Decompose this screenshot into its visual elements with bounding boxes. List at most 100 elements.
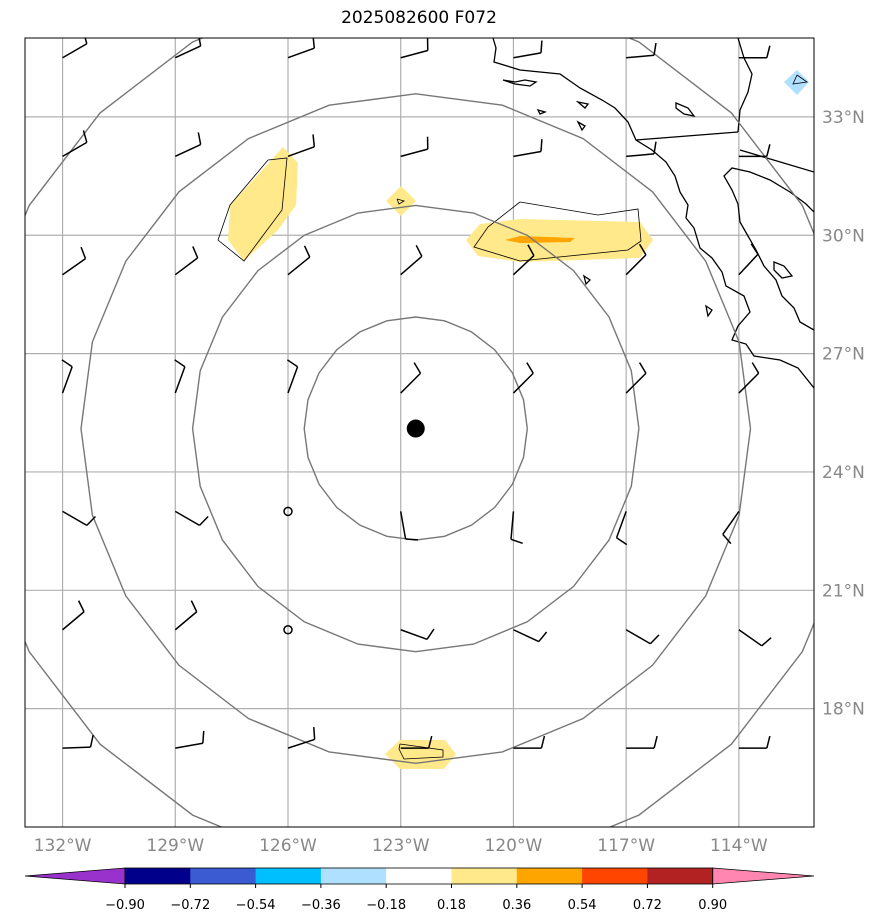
latitude-tick-label: 33°N bbox=[822, 108, 865, 128]
wind-barb-shaft bbox=[287, 146, 315, 158]
wind-barb-flag bbox=[540, 735, 546, 749]
anomaly-patch bbox=[505, 236, 575, 243]
latitude-tick-label: 27°N bbox=[822, 345, 865, 365]
wind-barb-shaft bbox=[174, 45, 201, 59]
wind-barb-shaft bbox=[174, 611, 198, 631]
wind-barb-flag bbox=[198, 38, 202, 47]
wind-barb-flag bbox=[80, 246, 87, 259]
wind-barb-flag bbox=[192, 246, 199, 259]
wind-barb-shaft bbox=[62, 510, 88, 527]
wind-barb-shaft bbox=[287, 47, 315, 59]
wind-barb-flag bbox=[766, 144, 771, 157]
wind-barb-flag bbox=[750, 243, 759, 255]
wind-barb-flag bbox=[405, 538, 418, 541]
wind-barb-shaft bbox=[738, 629, 763, 647]
wind-barb-flag bbox=[202, 730, 205, 744]
wind-barb-shaft bbox=[722, 510, 740, 535]
wind-barb-flag bbox=[89, 734, 94, 748]
wind-barb-shaft bbox=[287, 256, 311, 276]
wind-barb-shaft bbox=[61, 366, 73, 394]
longitude-tick-label: 120°W bbox=[485, 836, 543, 856]
wind-barb-flag bbox=[426, 628, 435, 640]
anomaly-contour bbox=[217, 157, 288, 262]
wind-barb-flag bbox=[198, 515, 209, 526]
colorbar-tick-label: −0.36 bbox=[301, 898, 341, 913]
wind-barb-flag bbox=[82, 130, 88, 143]
wind-barb-shaft bbox=[738, 253, 759, 276]
colorbar-outline bbox=[124, 867, 714, 885]
graticule bbox=[25, 38, 814, 827]
map-title: 2025082600 F072 bbox=[341, 8, 497, 28]
wind-barb-shaft bbox=[175, 742, 203, 749]
calm-wind-marker bbox=[283, 506, 293, 517]
longitude-tick-label: 126°W bbox=[259, 836, 317, 856]
colorbar-tick-label: 0.36 bbox=[502, 898, 531, 913]
colorbar: −0.90 −0.72 −0.54 −0.36 −0.18 0.18 0.36 0.54 0.7… bbox=[24, 867, 815, 913]
wind-barb-flag bbox=[653, 735, 658, 749]
wind-barb-shaft bbox=[625, 372, 647, 394]
colorbar-segment bbox=[320, 868, 387, 884]
colorbar-tick-label: 0.90 bbox=[698, 898, 727, 913]
wind-barb-shaft bbox=[174, 366, 186, 394]
wind-barb-shaft bbox=[399, 511, 407, 540]
wind-barb-shaft bbox=[287, 738, 315, 749]
wind-barb-flag bbox=[84, 38, 88, 44]
wind-barb-flag bbox=[526, 362, 534, 374]
wind-barb-shaft bbox=[512, 372, 534, 394]
longitude-tick-label: 117°W bbox=[597, 836, 655, 856]
colorbar-segment bbox=[190, 868, 257, 884]
wind-barb-shaft bbox=[400, 372, 422, 394]
colorbar-segment bbox=[386, 868, 452, 884]
wind-barb-flag bbox=[313, 727, 316, 740]
wind-barb-shaft bbox=[626, 153, 655, 158]
plot-frame bbox=[24, 37, 815, 828]
wind-barb-shaft bbox=[287, 366, 299, 394]
colorbar-extend-high bbox=[712, 867, 815, 885]
wind-barb-shaft bbox=[174, 257, 199, 276]
wind-barbs bbox=[61, 38, 772, 749]
wind-barb-flag bbox=[312, 134, 316, 147]
colorbar-tick-label: 0.72 bbox=[633, 898, 662, 913]
latitude-tick-label: 18°N bbox=[822, 700, 865, 720]
wind-barb-flag bbox=[538, 631, 548, 643]
longitude-tick-label: 132°W bbox=[34, 836, 92, 856]
wind-barb-shaft bbox=[513, 52, 542, 59]
range-ring bbox=[303, 316, 528, 541]
wind-barb-shaft bbox=[62, 611, 85, 631]
wind-barb-flag bbox=[77, 600, 85, 613]
colorbar-tick-label: 0.18 bbox=[437, 898, 466, 913]
wind-barb-shaft bbox=[738, 372, 760, 394]
wind-barb-flag bbox=[638, 243, 647, 256]
colorbar-segment bbox=[647, 868, 714, 884]
wind-barb-shaft bbox=[174, 510, 200, 527]
colorbar-tick-label: −0.72 bbox=[170, 898, 210, 913]
colorbar-segment bbox=[451, 868, 518, 884]
wind-barb-shaft bbox=[400, 255, 423, 276]
wind-barb-flag bbox=[510, 538, 523, 545]
wind-barb-flag bbox=[649, 634, 660, 645]
wind-barb-shaft bbox=[510, 511, 515, 540]
wind-barb-flag bbox=[638, 362, 647, 374]
colorbar-segment bbox=[255, 868, 322, 884]
coastline bbox=[492, 38, 814, 389]
wind-barb-shaft bbox=[62, 258, 86, 276]
wind-barb-flag bbox=[616, 537, 628, 546]
colorbar-tick-label: −0.90 bbox=[105, 898, 145, 913]
wind-barb-shaft bbox=[513, 629, 540, 643]
wind-barb-shaft bbox=[400, 148, 428, 158]
colorbar-tick-label: −0.54 bbox=[236, 898, 276, 913]
wind-barb-flag bbox=[540, 40, 543, 53]
wind-barb-flag bbox=[427, 735, 433, 749]
colorbar-extend-low bbox=[24, 867, 126, 885]
anomaly-patch bbox=[228, 147, 298, 261]
colorbar-tick-label: 0.54 bbox=[568, 898, 597, 913]
range-rings bbox=[25, 38, 814, 827]
latitude-tick-label: 30°N bbox=[822, 226, 865, 246]
wind-barb-shaft bbox=[512, 255, 535, 276]
wind-barb-flag bbox=[761, 637, 772, 647]
calm-wind-marker bbox=[283, 625, 293, 635]
wind-barb-shaft bbox=[513, 150, 542, 158]
wind-barb-shaft bbox=[62, 746, 91, 749]
anomaly-patch bbox=[386, 186, 416, 216]
